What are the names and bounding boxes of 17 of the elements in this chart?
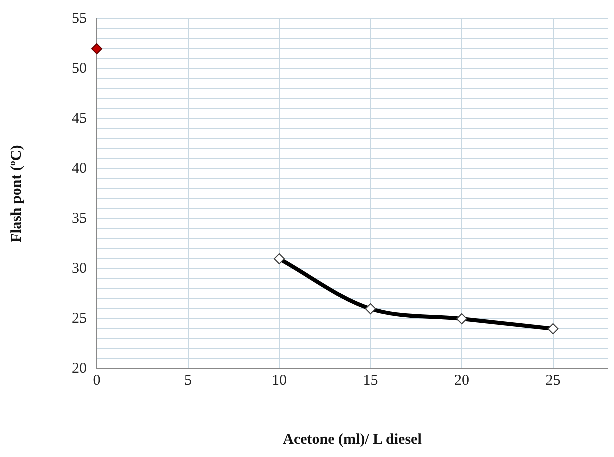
y-tick-label: 25 xyxy=(72,310,87,327)
y-tick-label: 35 xyxy=(72,210,87,227)
x-tick-label: 10 xyxy=(272,372,287,389)
y-tick-label: 55 xyxy=(72,10,87,27)
x-axis-title: Acetone (ml)/ L diesel xyxy=(283,432,422,448)
y-axis-title: Flash pont (ºC) xyxy=(8,145,25,243)
x-tick-label: 15 xyxy=(363,372,378,389)
point xyxy=(92,44,102,54)
x-tick-label: 0 xyxy=(93,372,101,389)
y-tick-label: 45 xyxy=(72,110,87,127)
x-tick-label: 25 xyxy=(546,372,561,389)
y-tick-label: 50 xyxy=(72,60,87,77)
x-tick-label: 20 xyxy=(454,372,470,389)
x-tick-label: 5 xyxy=(184,372,192,389)
y-tick-label: 30 xyxy=(72,260,87,277)
y-tick-label: 20 xyxy=(72,360,87,377)
y-tick-label: 40 xyxy=(72,160,87,177)
